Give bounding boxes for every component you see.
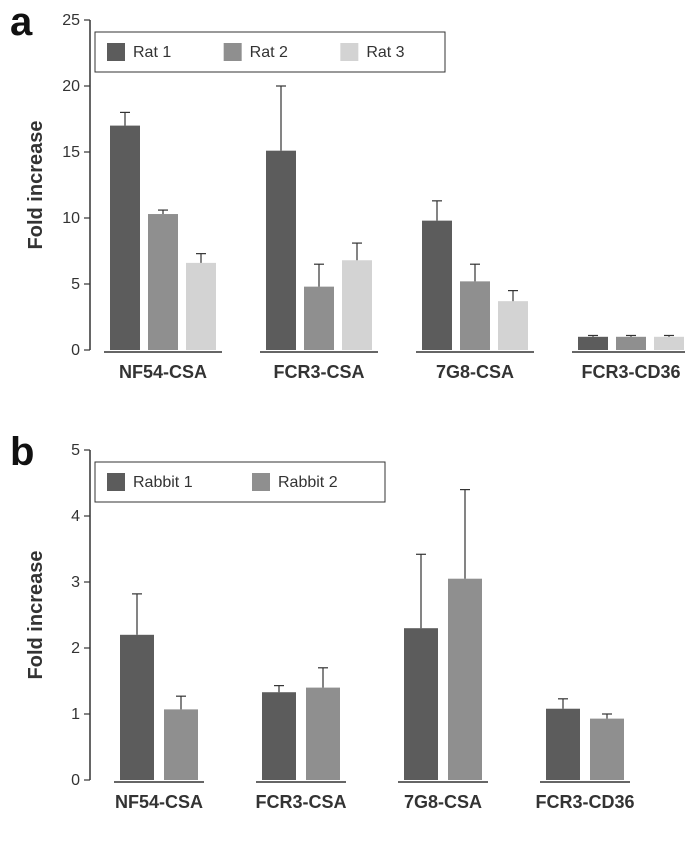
bar xyxy=(186,263,216,350)
bar xyxy=(616,337,646,350)
panel-letter-b: b xyxy=(10,430,34,475)
bar xyxy=(404,628,438,780)
bar xyxy=(654,337,684,350)
y-tick-label: 4 xyxy=(71,508,80,525)
bar xyxy=(306,688,340,780)
bar xyxy=(578,337,608,350)
category-label: 7G8-CSA xyxy=(436,362,514,382)
y-axis-label: Fold increase xyxy=(25,551,47,680)
panel-a: 0 5 10 15 20 25 Fold increase NF54-CSA FCR3-CSA 7… xyxy=(25,12,685,382)
bar xyxy=(448,579,482,780)
category-label: FCR3-CSA xyxy=(255,792,346,812)
y-tick-label: 25 xyxy=(62,12,80,29)
bar xyxy=(422,221,452,350)
panel-b: 0 1 2 3 4 5 Fold increase NF54-CSA FCR3-CSA 7G8-C… xyxy=(25,442,635,812)
bar xyxy=(460,281,490,350)
y-axis-label: Fold increase xyxy=(25,121,47,250)
bar xyxy=(304,287,334,350)
bar xyxy=(262,692,296,780)
legend-swatch xyxy=(224,43,242,61)
bar xyxy=(110,126,140,350)
y-tick-label: 5 xyxy=(71,276,80,293)
bar xyxy=(498,301,528,350)
y-tick-label: 20 xyxy=(62,78,80,95)
category-label: FCR3-CD36 xyxy=(535,792,634,812)
legend-swatch xyxy=(107,473,125,491)
legend-swatch xyxy=(107,43,125,61)
y-tick-label: 10 xyxy=(62,210,80,227)
y-tick-label: 5 xyxy=(71,442,80,459)
bar xyxy=(266,151,296,350)
figure-root: a b 0510152025Fold increaseNF54-CSAFCR3-… xyxy=(0,0,685,867)
bar xyxy=(164,709,198,780)
legend-label: Rat 3 xyxy=(366,44,404,61)
bar xyxy=(546,709,580,780)
category-label: FCR3-CSA xyxy=(273,362,364,382)
bar xyxy=(148,214,178,350)
panel-letter-a: a xyxy=(10,0,32,45)
bar xyxy=(120,635,154,780)
legend-label: Rat 2 xyxy=(250,44,288,61)
legend-label: Rabbit 1 xyxy=(133,474,193,491)
legend-label: Rabbit 2 xyxy=(278,474,338,491)
y-tick-label: 2 xyxy=(71,640,80,657)
chart-svg: 0510152025Fold increaseNF54-CSAFCR3-CSA7… xyxy=(0,0,685,867)
y-tick-label: 15 xyxy=(62,144,80,161)
y-tick-label: 0 xyxy=(71,342,80,359)
y-tick-label: 0 xyxy=(71,772,80,789)
category-label: NF54-CSA xyxy=(115,792,203,812)
bar xyxy=(342,260,372,350)
legend-swatch xyxy=(340,43,358,61)
legend-label: Rat 1 xyxy=(133,44,171,61)
y-tick-label: 3 xyxy=(71,574,80,591)
legend-swatch xyxy=(252,473,270,491)
y-tick-label: 1 xyxy=(71,706,80,723)
category-label: NF54-CSA xyxy=(119,362,207,382)
category-label: FCR3-CD36 xyxy=(581,362,680,382)
category-label: 7G8-CSA xyxy=(404,792,482,812)
bar xyxy=(590,719,624,780)
